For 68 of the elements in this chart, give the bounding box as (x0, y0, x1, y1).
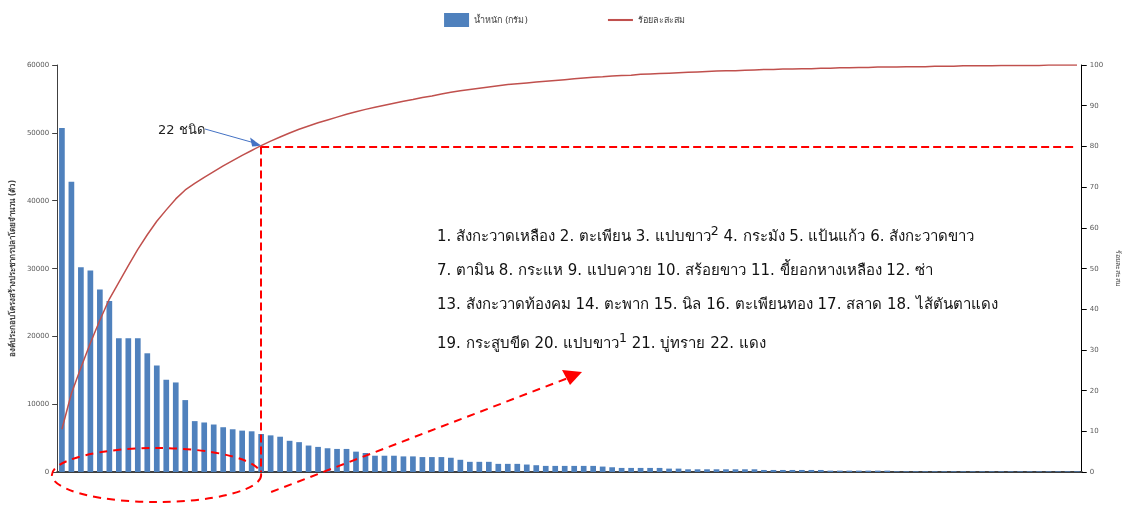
bar (580, 465, 587, 472)
bar (106, 301, 113, 472)
bar (628, 467, 634, 472)
bar (467, 461, 473, 472)
bar (514, 463, 521, 472)
bar (144, 353, 151, 472)
bar (429, 457, 435, 472)
bar (182, 400, 189, 472)
bar (220, 427, 227, 472)
bar (134, 338, 141, 472)
bar (504, 463, 511, 472)
bar (391, 455, 397, 472)
bar (780, 469, 786, 472)
bar (571, 465, 578, 472)
annotation: 1. สังกะวาดเหลือง 2. ตะเพียน 3. แปบขาว$^{2}$ 4. กระมัง 5. แป้นแก้ว 6. สังกะวาดขาว (437, 222, 976, 247)
bar (713, 469, 720, 472)
bar (372, 455, 378, 472)
bar (125, 338, 132, 472)
bar (239, 430, 246, 472)
bar (761, 469, 767, 472)
bar (353, 451, 359, 472)
bar (552, 465, 559, 472)
bar (609, 467, 615, 472)
bar (476, 461, 483, 472)
bar (210, 424, 217, 472)
bar (523, 464, 530, 472)
bar (163, 379, 170, 472)
bar (277, 436, 283, 472)
annotation: 7. ตามิน 8. กระแห 9. แปบควาย 10. สร้อยขาว 11. ขี้ยอกหางเหลือง 12. ซ่า (437, 258, 934, 281)
bar (542, 465, 549, 472)
annotation: 19. กระสูบขีด 20. แปบขาว$^{1}$ 21. บู่ทราย 22. แดง (437, 329, 767, 354)
bar (533, 465, 540, 472)
bar (78, 267, 84, 472)
bar (153, 365, 160, 472)
bar (485, 461, 492, 472)
bar (172, 382, 179, 472)
bar (334, 448, 340, 472)
bar (704, 469, 710, 472)
bar (818, 469, 824, 472)
bar (599, 466, 606, 472)
bar (115, 338, 122, 472)
annotation: 22 ชนิด (158, 121, 205, 139)
annotation: 13. สังกะวาดท้องคม 14. ตะพาก 15. นิล 16. ตะเพียนทอง 17. สลาด 18. ไส้ตันตาแดง (437, 294, 998, 315)
bar (97, 289, 103, 472)
bar (201, 422, 208, 472)
legend-label: น้ำหนัก (กรัม) (474, 13, 528, 25)
y-axis-title: องค์ประกอบโครงสร้างประชากรปลาโดยจำนวน (ตัว) (6, 179, 17, 358)
bar (666, 468, 672, 472)
bar (296, 442, 302, 472)
bar (799, 469, 805, 472)
bar (229, 429, 236, 472)
bar (315, 446, 321, 472)
bar (685, 469, 691, 472)
bar (732, 469, 739, 472)
legend-label: ร้อยละสะสม (637, 15, 685, 25)
bar (742, 469, 748, 472)
bar (191, 421, 198, 472)
bar (723, 469, 729, 472)
bar (448, 457, 454, 472)
bar (694, 469, 701, 472)
bar (400, 456, 407, 472)
bar (590, 465, 597, 472)
bar (410, 456, 416, 472)
bar (751, 469, 758, 472)
bar (495, 463, 502, 472)
bar (561, 465, 568, 472)
bar (59, 128, 65, 472)
bar (647, 467, 653, 472)
